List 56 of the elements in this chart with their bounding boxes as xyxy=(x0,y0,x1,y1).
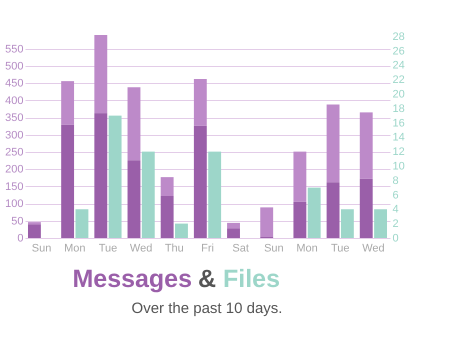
y2-tick-label: 20 xyxy=(392,88,405,101)
bar xyxy=(194,79,207,126)
y2-tick-label: 18 xyxy=(392,102,405,115)
bar xyxy=(61,124,74,238)
x-tick-label: Sun xyxy=(32,242,52,254)
bar xyxy=(61,81,74,125)
x-tick-label: Sun xyxy=(264,242,284,254)
y2-tick-label: 22 xyxy=(392,74,405,86)
bar xyxy=(360,112,373,179)
y-tick-label: 100 xyxy=(5,198,24,210)
y2-tick-label: 4 xyxy=(392,204,399,216)
y-tick-label: 150 xyxy=(5,180,24,193)
y-tick-label: 550 xyxy=(5,43,24,56)
x-tick-label: Mon xyxy=(64,242,86,254)
bar xyxy=(293,152,306,202)
bar xyxy=(326,104,340,182)
y2-tick-label: 16 xyxy=(392,117,405,130)
bar xyxy=(227,228,240,238)
y-tick-label: 450 xyxy=(5,78,24,90)
text: Messages & Files xyxy=(72,265,280,293)
y2-tick-label: 6 xyxy=(392,189,399,202)
bar xyxy=(160,177,174,196)
y2-tick-label: 8 xyxy=(392,174,399,187)
y2-tick-label: 14 xyxy=(392,132,405,144)
bar xyxy=(94,35,108,114)
y2-tick-label: 10 xyxy=(392,160,405,173)
x-tick-label: Thu xyxy=(164,242,184,254)
y-tick-label: 50 xyxy=(11,215,24,228)
y-tick-label: 250 xyxy=(5,146,24,158)
bar xyxy=(360,178,373,238)
bar xyxy=(160,196,174,238)
y2-tick-label: 0 xyxy=(392,232,399,244)
x-tick-label: Mon xyxy=(296,242,318,254)
x-tick-label: Tue xyxy=(98,242,118,254)
y-tick-label: 200 xyxy=(5,164,24,176)
y2-tick-label: 26 xyxy=(392,45,405,58)
y2-tick-label: 24 xyxy=(392,60,405,72)
bar xyxy=(128,87,140,160)
text: Over the past 10 days. xyxy=(132,300,282,317)
y-tick-label: 0 xyxy=(17,232,24,244)
x-tick-label: Sat xyxy=(232,242,249,254)
bar xyxy=(260,207,274,237)
x-tick-label: Fri xyxy=(201,242,214,254)
y-tick-label: 300 xyxy=(5,129,24,142)
bar xyxy=(75,209,88,238)
y-tick-label: 400 xyxy=(5,94,24,107)
x-tick-label: Wed xyxy=(130,242,152,254)
bar xyxy=(28,224,41,238)
y2-tick-label: 12 xyxy=(392,146,405,158)
x-tick-label: Wed xyxy=(362,242,385,254)
y2-tick-label: 28 xyxy=(392,30,405,43)
bar xyxy=(227,222,240,228)
y-tick-label: 350 xyxy=(5,112,24,124)
y2-tick-label: 2 xyxy=(392,218,399,230)
x-tick-label: Tue xyxy=(330,242,350,254)
y-tick-label: 500 xyxy=(5,60,24,72)
